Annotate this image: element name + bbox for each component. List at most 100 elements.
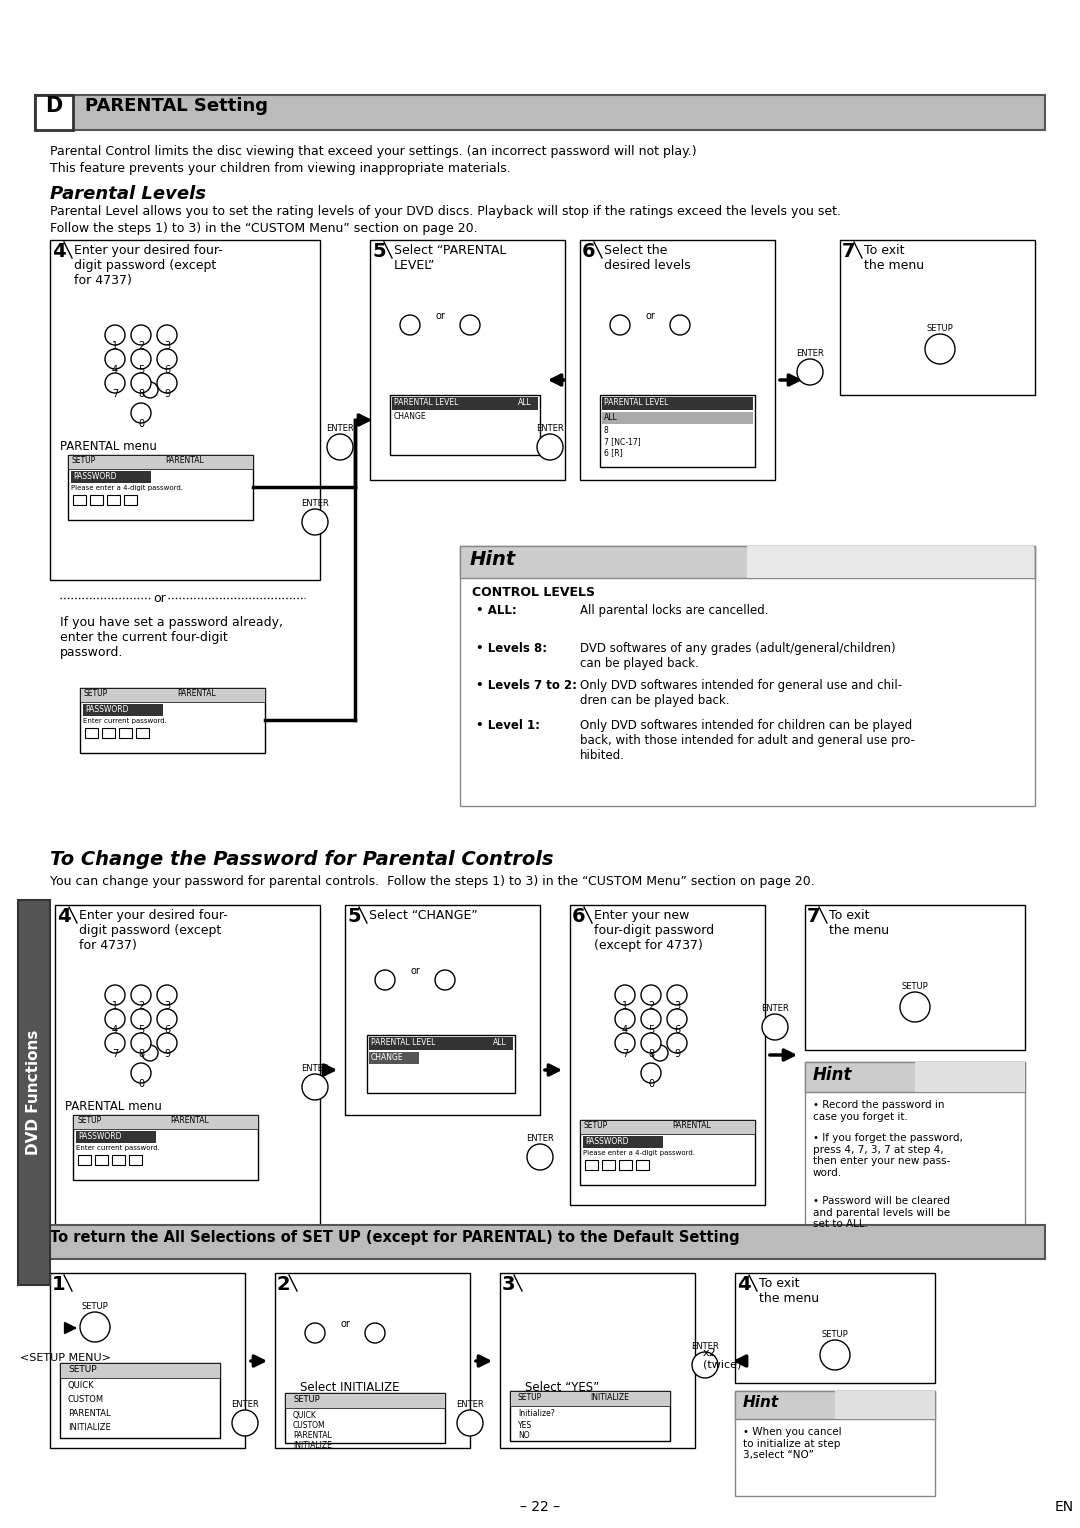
Bar (80, 688, 265, 753)
Text: INITIALIZE: INITIALIZE (68, 1423, 111, 1432)
Bar (112, 1155, 125, 1164)
Text: 3: 3 (164, 341, 170, 351)
Bar (124, 495, 137, 504)
Text: If you have set a password already,
enter the current four-digit
password.: If you have set a password already, ente… (60, 616, 283, 659)
Bar (68, 455, 253, 469)
Circle shape (615, 1008, 635, 1028)
Bar (35, 1225, 1045, 1259)
Text: PASSWORD: PASSWORD (585, 1137, 629, 1146)
Text: DVD softwares of any grades (adult/general/children)
can be played back.: DVD softwares of any grades (adult/gener… (580, 642, 895, 669)
Text: SETUP: SETUP (584, 1122, 608, 1131)
Circle shape (527, 1144, 553, 1170)
Bar (585, 1160, 598, 1170)
Circle shape (105, 1033, 125, 1053)
Text: ALL: ALL (492, 1038, 507, 1047)
Text: 4: 4 (622, 1025, 629, 1034)
Text: ENTER: ENTER (301, 1063, 329, 1073)
Text: PARENTAL: PARENTAL (177, 689, 216, 698)
Text: To exit
the menu: To exit the menu (759, 1277, 819, 1305)
Bar (285, 1394, 445, 1407)
Bar (18, 900, 50, 1285)
Text: SETUP: SETUP (72, 455, 96, 465)
Text: Enter current password.: Enter current password. (83, 718, 167, 724)
Bar (73, 1115, 258, 1129)
Text: 7 [NC-17]: 7 [NC-17] (604, 437, 640, 446)
Circle shape (80, 1313, 110, 1342)
Circle shape (105, 1008, 125, 1028)
Circle shape (900, 992, 930, 1022)
Text: To Change the Password for Parental Controls: To Change the Password for Parental Cont… (50, 850, 554, 869)
Circle shape (157, 373, 177, 393)
Circle shape (642, 1063, 661, 1083)
Bar (68, 455, 253, 520)
Text: CUSTOM: CUSTOM (293, 1421, 326, 1430)
Circle shape (615, 1033, 635, 1053)
Text: 4: 4 (737, 1274, 751, 1294)
Text: To return the All Selections of SET UP (except for PARENTAL) to the Default Sett: To return the All Selections of SET UP (… (50, 1230, 740, 1245)
Text: PARENTAL LEVEL: PARENTAL LEVEL (604, 397, 669, 406)
Bar (85, 727, 98, 738)
Bar (390, 396, 540, 455)
Text: Select “CHANGE”: Select “CHANGE” (369, 909, 477, 921)
Text: Hint: Hint (470, 550, 516, 568)
Text: 9: 9 (164, 390, 170, 399)
Text: ENTER: ENTER (301, 500, 329, 507)
Text: PASSWORD: PASSWORD (78, 1132, 121, 1141)
Bar (129, 1155, 141, 1164)
Text: 6: 6 (572, 908, 585, 926)
Bar (580, 1120, 755, 1186)
Text: SETUP: SETUP (902, 983, 929, 992)
Bar (460, 545, 1035, 578)
Text: PARENTAL: PARENTAL (165, 455, 204, 465)
Text: CHANGE: CHANGE (394, 413, 427, 422)
Text: NO: NO (518, 1432, 529, 1439)
Bar (50, 240, 320, 581)
Bar (71, 471, 151, 483)
Text: 1: 1 (112, 1001, 118, 1012)
Circle shape (131, 348, 151, 368)
Bar (80, 688, 265, 701)
Text: 2: 2 (138, 1001, 144, 1012)
Circle shape (375, 970, 395, 990)
Text: ENTER: ENTER (231, 1400, 259, 1409)
Text: • Record the password in
case you forget it.: • Record the password in case you forget… (813, 1100, 945, 1122)
Text: Only DVD softwares intended for general use and chil-
dren can be played back.: Only DVD softwares intended for general … (580, 678, 902, 707)
Text: Initialize?: Initialize? (518, 1409, 555, 1418)
Bar (107, 495, 120, 504)
Text: All parental locks are cancelled.: All parental locks are cancelled. (580, 604, 769, 617)
Bar (95, 1155, 108, 1164)
Text: 6: 6 (582, 241, 596, 261)
Circle shape (232, 1410, 258, 1436)
Text: Select “YES”: Select “YES” (525, 1381, 599, 1394)
Circle shape (435, 970, 455, 990)
Text: 4: 4 (52, 241, 66, 261)
Text: 8: 8 (648, 1050, 654, 1059)
Circle shape (652, 1045, 669, 1060)
Circle shape (305, 1323, 325, 1343)
Text: PARENTAL: PARENTAL (68, 1409, 110, 1418)
Bar (78, 1155, 91, 1164)
Circle shape (131, 325, 151, 345)
Bar (60, 1363, 220, 1438)
Bar (55, 905, 320, 1230)
Circle shape (460, 315, 480, 335)
Bar (73, 495, 86, 504)
Text: 3: 3 (674, 1001, 680, 1012)
Bar (275, 1273, 470, 1449)
Text: QUICK: QUICK (293, 1410, 316, 1420)
Text: 5: 5 (372, 241, 386, 261)
Text: Enter your desired four-
digit password (except
for 4737): Enter your desired four- digit password … (79, 909, 228, 952)
Text: This feature prevents your children from viewing inappropriate materials.: This feature prevents your children from… (50, 162, 511, 176)
Text: • When you cancel
to initialize at step
3,select “NO”: • When you cancel to initialize at step … (743, 1427, 841, 1461)
Circle shape (820, 1340, 850, 1371)
Text: 7: 7 (622, 1050, 629, 1059)
Text: 7: 7 (112, 1050, 118, 1059)
Text: DVD Functions: DVD Functions (27, 1030, 41, 1155)
Bar (805, 1062, 1025, 1258)
Text: 1: 1 (622, 1001, 629, 1012)
Text: or: or (340, 1319, 350, 1329)
Text: 2: 2 (648, 1001, 654, 1012)
Text: 1: 1 (52, 1274, 66, 1294)
Text: PASSWORD: PASSWORD (73, 472, 117, 481)
Text: 6: 6 (164, 365, 170, 374)
